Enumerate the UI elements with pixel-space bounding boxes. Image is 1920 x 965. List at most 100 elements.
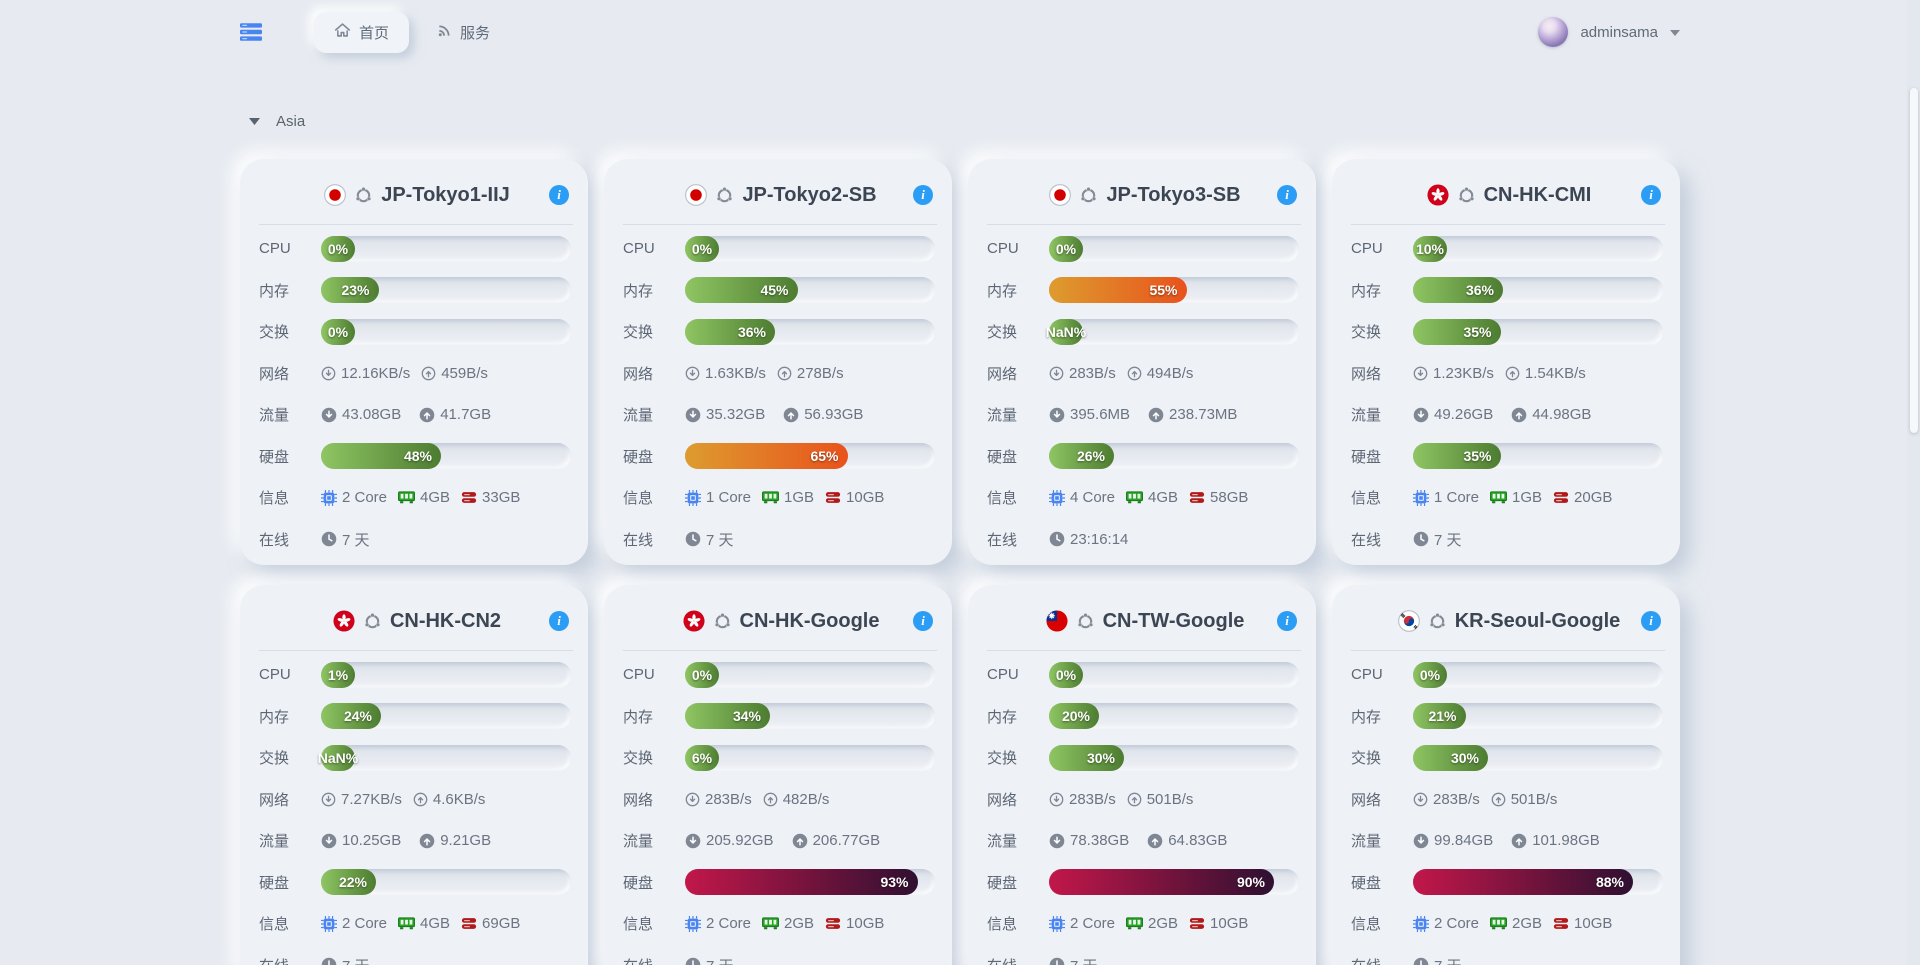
server-name: JP-Tokyo1-IIJ [381,183,510,206]
clock-icon [685,957,701,965]
info-disk-value: 58GB [1210,489,1249,507]
section-asia-toggle[interactable]: Asia [240,112,1680,130]
chevron-down-icon [1670,23,1680,41]
download-filled-icon [1049,833,1065,849]
upload-outline-icon [1505,366,1520,381]
scrollbar-track[interactable] [1907,0,1920,965]
tab-home[interactable]: 首页 [314,11,410,53]
traffic-up-value: 206.77GB [812,832,881,850]
swap-label: 交换 [987,750,1018,768]
memory-progress-bar: 55% [1049,277,1299,304]
info-icon[interactable]: i [913,185,933,205]
cpu-row: CPU 0% [259,228,575,270]
disk-row: 硬盘 90% [987,862,1303,904]
server-name: KR-Seoul-Google [1454,609,1621,632]
server-name: CN-TW-Google [1102,609,1245,632]
divider [987,650,1301,651]
swap-usage-value: NaN% [1045,323,1087,340]
cpu-progress-bar: 0% [321,235,571,262]
upload-outline-icon [421,366,436,381]
disk-progress-bar: 90% [1049,869,1299,896]
collapse-triangle-icon [249,112,260,130]
server-card: CN-TW-Google i CPU 0% 内存 20% 交换 30% 网络 [968,585,1316,965]
clock-icon [1413,531,1429,547]
tab-services[interactable]: 服务 [417,12,510,53]
download-outline-icon [1413,366,1428,381]
traffic-row: 流量 395.6MB 238.73MB [987,394,1303,436]
online-value: 7 天 [342,531,370,549]
country-flag-icon [1046,610,1068,632]
memory-progress-bar: 21% [1413,703,1663,730]
info-icon[interactable]: i [1277,185,1297,205]
memory-row: 内存 45% [623,270,939,312]
info-row: 信息 2 Core 4GB 69GB [259,903,575,945]
traffic-label: 流量 [623,833,654,851]
network-down-value: 1.23KB/s [1433,364,1494,382]
memory-usage-value: 55% [1149,282,1178,299]
network-label: 网络 [1351,365,1382,383]
ram-icon [1490,917,1508,930]
card-header: CN-TW-Google i [987,599,1303,643]
cpu-usage-value: 0% [691,240,713,257]
traffic-row: 流量 78.38GB 64.83GB [987,820,1303,862]
user-name: adminsama [1580,23,1658,41]
download-filled-icon [1049,407,1065,423]
traffic-down-value: 78.38GB [1070,832,1130,850]
traffic-up-value: 56.93GB [804,406,864,424]
info-icon[interactable]: i [549,611,569,631]
network-label: 网络 [623,791,654,809]
info-icon[interactable]: i [549,185,569,205]
cpu-progress-bar: 1% [321,661,571,688]
network-row: 网络 283B/s 482B/s [623,779,939,821]
network-down-value: 283B/s [1069,364,1116,382]
cpu-chip-icon [321,489,337,506]
scrollbar-thumb[interactable] [1909,88,1918,433]
network-up-value: 482B/s [782,790,830,808]
cpu-progress-bar: 0% [1413,661,1663,688]
server-name: CN-HK-CMI [1483,183,1592,206]
network-row: 网络 1.63KB/s 278B/s [623,353,939,395]
server-name: CN-HK-Google [739,609,880,632]
traffic-label: 流量 [1351,833,1382,851]
section-title: Asia [276,112,306,130]
traffic-label: 流量 [987,407,1018,425]
memory-usage-value: 20% [1061,708,1090,725]
disk-progress-bar: 35% [1413,443,1663,470]
traffic-label: 流量 [259,407,290,425]
ubuntu-icon [363,611,382,631]
swap-progress-bar: NaN% [318,744,571,771]
ram-icon [1126,917,1144,930]
clock-icon [1049,531,1065,547]
info-icon[interactable]: i [913,611,933,631]
cpu-label: CPU [987,240,1019,258]
server-stack-menu-icon[interactable] [240,23,262,41]
ram-icon [1126,491,1144,504]
disk-label: 硬盘 [987,448,1018,466]
info-icon[interactable]: i [1277,611,1297,631]
memory-progress-bar: 20% [1049,703,1299,730]
info-cores-value: 1 Core [1434,489,1480,507]
online-row: 在线 7 天 [1351,519,1667,561]
info-ram-value: 1GB [1512,489,1543,507]
ram-icon [762,491,780,504]
info-label: 信息 [987,916,1018,934]
memory-progress-bar: 23% [321,277,571,304]
download-outline-icon [321,366,336,381]
memory-usage-value: 21% [1428,708,1457,725]
country-flag-icon [324,184,347,206]
swap-progress-bar: 0% [321,318,571,345]
network-down-value: 12.16KB/s [341,364,411,382]
user-menu[interactable]: adminsama [1538,17,1680,47]
info-icon[interactable]: i [1641,611,1661,631]
hard-disk-icon [1189,491,1205,504]
info-icon[interactable]: i [1641,185,1661,205]
nav-tabs: 首页 服务 [314,11,510,53]
cpu-row: CPU 1% [259,654,575,696]
network-up-value: 459B/s [441,364,488,382]
network-down-value: 283B/s [1433,790,1480,808]
ubuntu-icon [354,185,373,205]
server-name: JP-Tokyo3-SB [1106,183,1241,206]
online-value: 7 天 [342,955,370,965]
card-header: KR-Seoul-Google i [1351,599,1667,643]
ram-icon [1490,491,1508,504]
